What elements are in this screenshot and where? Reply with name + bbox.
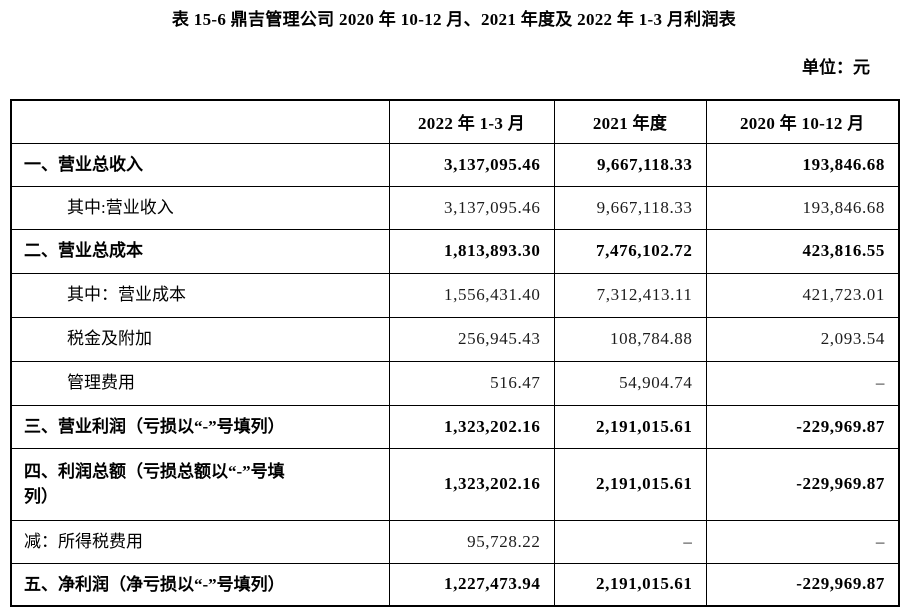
value-cell: 193,846.68 [705, 142, 900, 187]
value-cell: 3,137,095.46 [388, 185, 555, 230]
value-cell: 1,323,202.16 [388, 447, 555, 521]
value-cell: 1,227,473.94 [388, 562, 555, 607]
value-cell: 421,723.01 [705, 272, 900, 318]
profit-statement-table: 2022 年 1-3 月 2021 年度 2020 年 10-12 月 一、营业… [10, 99, 900, 607]
value-cell: 9,667,118.33 [553, 142, 707, 187]
row-label: 五、净利润（净亏损以“-”号填列） [10, 562, 390, 607]
table-row: 税金及附加 256,945.43 108,784.88 2,093.54 [10, 316, 900, 362]
value-cell: 256,945.43 [388, 316, 555, 362]
value-cell: 2,191,015.61 [553, 404, 707, 449]
row-label: 减：所得税费用 [10, 519, 390, 564]
column-header-period-2022q1: 2022 年 1-3 月 [388, 99, 555, 144]
row-label: 税金及附加 [10, 316, 390, 362]
value-cell: 3,137,095.46 [388, 142, 555, 187]
value-cell: 2,093.54 [705, 316, 900, 362]
header-row: 2022 年 1-3 月 2021 年度 2020 年 10-12 月 [10, 99, 900, 144]
table-row: 其中：营业成本 1,556,431.40 7,312,413.11 421,72… [10, 272, 900, 318]
value-cell: 9,667,118.33 [553, 185, 707, 230]
value-cell: -229,969.87 [705, 447, 900, 521]
table-row: 管理费用 516.47 54,904.74 – [10, 360, 900, 406]
row-label: 二、营业总成本 [10, 228, 390, 274]
value-cell: 2,191,015.61 [553, 447, 707, 521]
value-cell: 7,312,413.11 [553, 272, 707, 318]
value-cell: 7,476,102.72 [553, 228, 707, 274]
value-cell: 54,904.74 [553, 360, 707, 406]
value-cell: 2,191,015.61 [553, 562, 707, 607]
row-label: 其中:营业收入 [10, 185, 390, 230]
column-header-period-2020q4: 2020 年 10-12 月 [705, 99, 900, 144]
value-cell: 1,323,202.16 [388, 404, 555, 449]
value-cell: – [553, 519, 707, 564]
row-label: 一、营业总收入 [10, 142, 390, 187]
table-row: 五、净利润（净亏损以“-”号填列） 1,227,473.94 2,191,015… [10, 562, 900, 607]
report-title: 表 15-6 鼎吉管理公司 2020 年 10-12 月、2021 年度及 20… [171, 10, 737, 29]
value-cell: 108,784.88 [553, 316, 707, 362]
table-row: 二、营业总成本 1,813,893.30 7,476,102.72 423,81… [10, 228, 900, 274]
unit-label: 单位：元 [802, 58, 870, 77]
value-cell: 1,813,893.30 [388, 228, 555, 274]
row-label: 四、利润总额（亏损总额以“-”号填 列） [10, 447, 390, 521]
column-header-item [10, 99, 390, 144]
table-row: 一、营业总收入 3,137,095.46 9,667,118.33 193,84… [10, 142, 900, 187]
value-cell: 193,846.68 [705, 185, 900, 230]
table-row: 三、营业利润（亏损以“-”号填列） 1,323,202.16 2,191,015… [10, 404, 900, 449]
table-row: 减：所得税费用 95,728.22 – – [10, 519, 900, 564]
value-cell: – [705, 519, 900, 564]
row-label: 管理费用 [10, 360, 390, 406]
column-header-period-2021: 2021 年度 [553, 99, 707, 144]
value-cell: 1,556,431.40 [388, 272, 555, 318]
value-cell: -229,969.87 [705, 404, 900, 449]
value-cell: -229,969.87 [705, 562, 900, 607]
table-row: 其中:营业收入 3,137,095.46 9,667,118.33 193,84… [10, 185, 900, 230]
row-label: 三、营业利润（亏损以“-”号填列） [10, 404, 390, 449]
row-label: 其中：营业成本 [10, 272, 390, 318]
table-row: 四、利润总额（亏损总额以“-”号填 列） 1,323,202.16 2,191,… [10, 447, 900, 521]
value-cell: 423,816.55 [705, 228, 900, 274]
value-cell: 95,728.22 [388, 519, 555, 564]
value-cell: 516.47 [388, 360, 555, 406]
value-cell: – [705, 360, 900, 406]
